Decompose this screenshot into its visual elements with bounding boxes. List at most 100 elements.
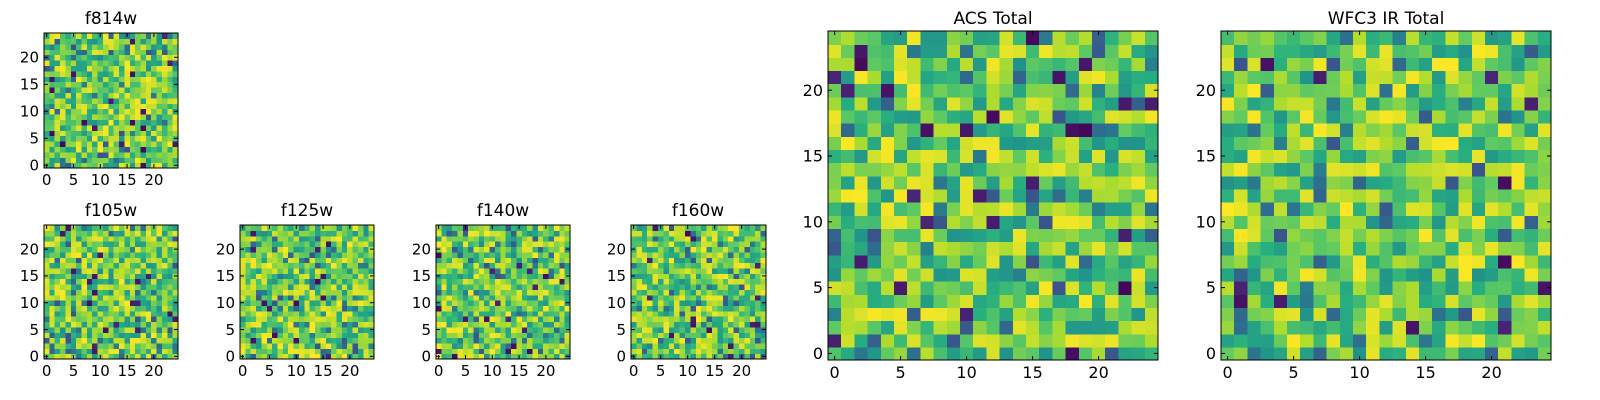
heatmap-cell xyxy=(999,44,1014,58)
heatmap-cell xyxy=(97,92,104,99)
heatmap-cell xyxy=(1445,254,1460,269)
heatmap-cell xyxy=(151,103,158,110)
heatmap-cell xyxy=(652,305,659,312)
heatmap-cell xyxy=(1405,320,1420,335)
heatmap-cell xyxy=(49,342,56,349)
heatmap-cell xyxy=(446,278,453,285)
heatmap-cell xyxy=(135,283,142,290)
heatmap-cell xyxy=(357,289,364,296)
heatmap-cell xyxy=(245,294,252,301)
heatmap-cell xyxy=(516,262,523,269)
heatmap-cell xyxy=(341,225,348,231)
heatmap-cell xyxy=(647,300,654,306)
heatmap-cell xyxy=(92,38,99,45)
heatmap-cell xyxy=(658,321,664,328)
heatmap-cell xyxy=(44,65,50,72)
heatmap-cell xyxy=(679,316,686,323)
heatmap-cell xyxy=(102,135,109,142)
heatmap-cell xyxy=(124,108,131,115)
heatmap-cell xyxy=(124,326,131,333)
heatmap-cell xyxy=(500,310,507,317)
heatmap-cell xyxy=(894,320,908,335)
heatmap-cell xyxy=(478,251,485,258)
heatmap-cell xyxy=(973,109,987,124)
heatmap-cell xyxy=(701,332,708,339)
heatmap-cell xyxy=(60,162,67,169)
heatmap-cell xyxy=(65,151,72,158)
heatmap-cell xyxy=(65,124,72,131)
heatmap-cell xyxy=(484,225,491,231)
heatmap-cell xyxy=(250,316,257,323)
heatmap-cell xyxy=(679,310,686,317)
heatmap-cell xyxy=(60,60,67,66)
heatmap-cell xyxy=(1353,83,1367,98)
heatmap-cell xyxy=(70,49,77,56)
heatmap-cell xyxy=(304,230,311,237)
heatmap-cell xyxy=(1445,215,1460,229)
heatmap-cell xyxy=(1012,254,1027,269)
heatmap-cell xyxy=(641,289,648,296)
heatmap-cell xyxy=(60,146,67,153)
heatmap-cell xyxy=(102,235,109,242)
heatmap-cell xyxy=(124,278,131,285)
heatmap-cell xyxy=(81,54,88,61)
heatmap-cell xyxy=(1445,136,1460,151)
heatmap-cell xyxy=(706,262,713,269)
heatmap-cell xyxy=(1234,70,1248,85)
heatmap-cell xyxy=(468,300,475,306)
heatmap-cell xyxy=(240,321,246,328)
heatmap-cell xyxy=(1445,241,1460,256)
heatmap-cell xyxy=(1537,31,1552,45)
heatmap-cell xyxy=(452,316,459,323)
heatmap-cell xyxy=(1326,162,1341,177)
heatmap-cell xyxy=(1144,31,1159,45)
heatmap-cell xyxy=(363,316,370,323)
heatmap-cell xyxy=(537,316,544,323)
heatmap-cell xyxy=(559,332,566,339)
heatmap-cells xyxy=(1221,31,1552,361)
heatmap-cell xyxy=(1339,241,1354,256)
heatmap-cell xyxy=(920,109,935,124)
heatmap-cell xyxy=(108,235,115,242)
heatmap-cell xyxy=(722,230,729,237)
heatmap-cell xyxy=(298,241,305,248)
heatmap-cell xyxy=(288,348,295,355)
heatmap-cell xyxy=(245,316,252,323)
heatmap-cell xyxy=(65,38,72,45)
heatmap-cell xyxy=(564,278,571,285)
heatmap-cell xyxy=(1039,241,1053,256)
heatmap-cell xyxy=(1485,109,1499,124)
heatmap-cell xyxy=(76,114,83,120)
heatmap-cell xyxy=(76,151,83,158)
heatmap-cell xyxy=(1026,346,1040,361)
heatmap-cell xyxy=(49,246,56,253)
heatmap-cell xyxy=(537,300,544,306)
heatmap-cell xyxy=(65,337,72,344)
heatmap-cell xyxy=(1012,44,1027,58)
heatmap-cell xyxy=(298,267,305,274)
heatmap-cell xyxy=(1458,123,1473,137)
heatmap-cell xyxy=(1405,136,1420,151)
heatmap-cell xyxy=(867,83,882,98)
heatmap-cell xyxy=(894,175,908,190)
heatmap-cell xyxy=(86,124,93,131)
heatmap-cell xyxy=(636,316,643,323)
heatmap-cell xyxy=(1419,188,1433,203)
heatmap-cell xyxy=(1039,320,1053,335)
heatmap-cell xyxy=(331,332,338,339)
heatmap-cell xyxy=(1498,162,1512,177)
heatmap-cell xyxy=(65,246,72,253)
heatmap-cell xyxy=(537,326,544,333)
heatmap-cell xyxy=(658,310,664,317)
heatmap-cell xyxy=(749,316,756,323)
heatmap-cell xyxy=(108,273,115,280)
heatmap-cell xyxy=(706,251,713,258)
heatmap-cell xyxy=(102,70,109,77)
heatmap-cell xyxy=(1131,254,1146,269)
heatmap-cell xyxy=(452,300,459,306)
heatmap-cell xyxy=(60,289,67,296)
heatmap-cell xyxy=(1419,294,1433,308)
heatmap-cell xyxy=(119,76,125,83)
heatmap-cell xyxy=(81,103,88,110)
heatmap-cell xyxy=(309,257,316,264)
